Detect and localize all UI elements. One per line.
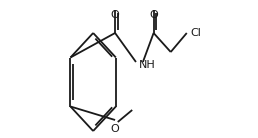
- Text: NH: NH: [139, 60, 155, 70]
- Text: O: O: [149, 10, 158, 20]
- Text: O: O: [111, 124, 119, 134]
- Text: O: O: [111, 10, 119, 20]
- Text: Cl: Cl: [190, 28, 201, 38]
